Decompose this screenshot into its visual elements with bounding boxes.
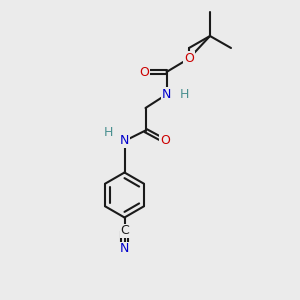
Text: N: N: [120, 242, 129, 256]
Text: O: O: [139, 65, 149, 79]
Text: O: O: [160, 134, 170, 148]
Text: N: N: [162, 88, 171, 101]
Text: H: H: [180, 88, 189, 101]
Text: C: C: [120, 224, 129, 238]
Text: O: O: [184, 52, 194, 65]
Text: N: N: [120, 134, 129, 148]
Text: H: H: [103, 125, 113, 139]
